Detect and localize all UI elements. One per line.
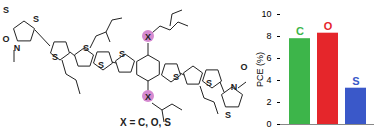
svg-text:PCE (%): PCE (%) bbox=[255, 52, 265, 87]
svg-text:S: S bbox=[33, 14, 39, 24]
svg-text:4: 4 bbox=[266, 75, 271, 85]
svg-text:O: O bbox=[324, 20, 333, 32]
svg-text:0: 0 bbox=[266, 119, 271, 129]
svg-text:6: 6 bbox=[266, 53, 271, 63]
svg-text:10: 10 bbox=[261, 9, 271, 19]
svg-text:O: O bbox=[240, 62, 247, 72]
svg-text:S: S bbox=[52, 52, 58, 62]
svg-text:X: X bbox=[145, 32, 151, 42]
svg-text:S: S bbox=[352, 75, 359, 87]
svg-text:S: S bbox=[3, 5, 9, 15]
svg-text:S: S bbox=[119, 49, 125, 59]
svg-text:8: 8 bbox=[266, 31, 271, 41]
svg-text:S: S bbox=[98, 60, 104, 70]
svg-text:S: S bbox=[206, 78, 212, 88]
svg-text:2: 2 bbox=[266, 97, 271, 107]
svg-text:N: N bbox=[14, 43, 21, 53]
svg-text:S: S bbox=[173, 72, 179, 82]
svg-text:C: C bbox=[296, 25, 304, 37]
svg-text:S: S bbox=[225, 110, 231, 120]
svg-text:X: X bbox=[145, 92, 151, 102]
svg-text:S: S bbox=[83, 43, 89, 53]
svg-text:N: N bbox=[231, 82, 238, 92]
svg-text:X = C, O, S: X = C, O, S bbox=[120, 117, 171, 128]
svg-text:O: O bbox=[2, 34, 9, 44]
